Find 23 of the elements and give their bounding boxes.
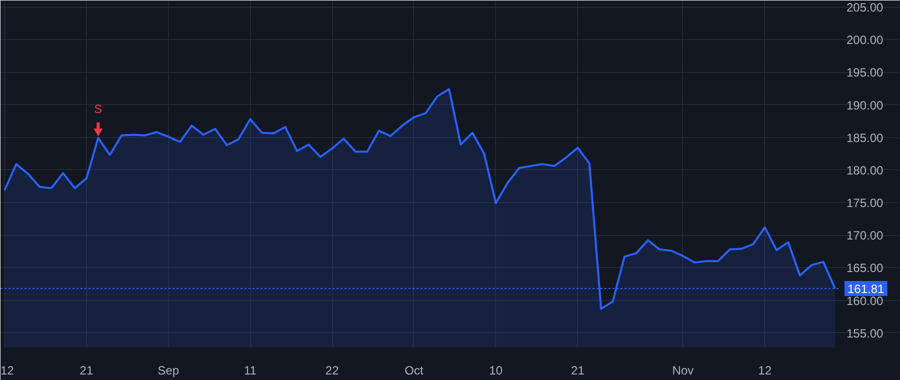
x-tick-label: 11 [244,364,257,378]
y-tick-label: 185.00 [846,130,884,145]
x-tick-label: 10 [489,364,503,378]
x-tick-label: 21 [571,364,585,378]
y-tick-label: 195.00 [846,66,884,80]
y-tick-label: 180.00 [846,163,884,178]
y-tick-label: 205.00 [846,0,884,15]
y-tick-label: 160.00 [846,294,884,308]
x-tick-label: 12 [0,364,14,378]
y-tick-label: 190.00 [846,98,884,112]
x-tick-label: 22 [325,364,340,378]
y-tick-label: 170.00 [846,228,884,243]
annotation: S [94,102,102,116]
y-tick-label: 165.00 [846,261,884,276]
x-tick-label: Nov [672,364,694,378]
x-tick-label: 12 [758,364,772,378]
y-tick-label: 155.00 [846,326,884,340]
ref-line-label: 161.81 [848,282,885,296]
y-tick-label: 200.00 [846,33,884,48]
x-tick-label: Oct [404,364,424,378]
x-tick-label: Sep [158,364,180,378]
y-tick-label: 175.00 [846,196,884,210]
x-tick-label: 21 [80,364,94,378]
